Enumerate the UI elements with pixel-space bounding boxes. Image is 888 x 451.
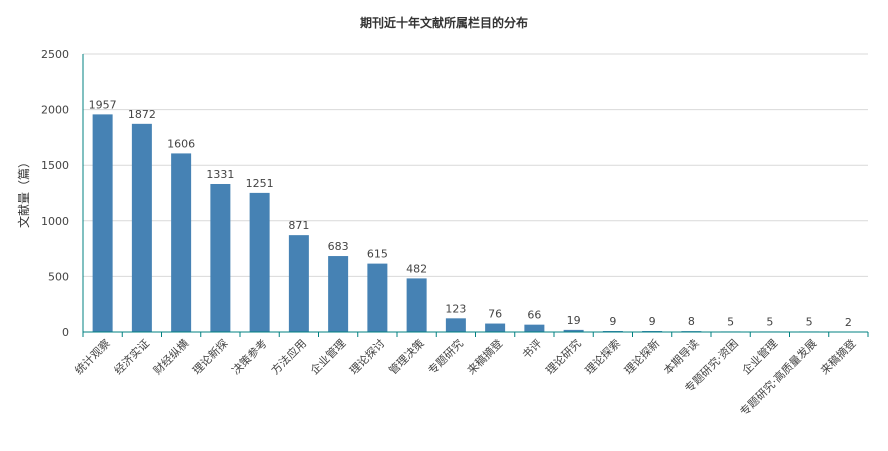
bar-11: [524, 324, 545, 332]
x-tick-label-10: 来稿摘登: [464, 336, 505, 377]
data-label-8: 482: [406, 262, 427, 275]
y-axis-label: 文献量（篇）: [16, 156, 31, 228]
data-label-9: 123: [445, 302, 466, 315]
bar-13: [602, 330, 623, 332]
bar-12: [563, 329, 584, 332]
x-tick-label-2: 财经纵横: [150, 336, 191, 377]
bar-6: [328, 256, 349, 332]
grid-layer: [83, 53, 868, 277]
data-label-0: 1957: [89, 98, 117, 111]
bar-8: [406, 278, 427, 332]
data-label-19: 2: [845, 316, 852, 329]
data-label-7: 615: [367, 248, 388, 261]
bar-9: [445, 318, 466, 332]
x-tick-label-17: 企业管理: [739, 336, 780, 377]
x-tick-label-5: 方法应用: [268, 336, 309, 377]
chart-title: 期刊近十年文献所属栏目的分布: [360, 15, 528, 30]
bar-10: [485, 323, 506, 332]
bar-4: [249, 192, 270, 332]
x-tick-label-11: 书评: [520, 337, 545, 362]
data-label-15: 8: [688, 315, 695, 328]
x-tick-label-13: 理论探索: [582, 336, 623, 377]
x-tick-label-8: 管理决策: [386, 336, 427, 377]
x-tick-label-18: 专题研究·高质量发展: [737, 336, 819, 418]
data-label-10: 76: [488, 308, 502, 321]
data-label-12: 19: [567, 314, 581, 327]
data-label-16: 5: [727, 315, 734, 328]
data-label-11: 66: [527, 309, 541, 322]
x-tick-label-6: 企业管理: [307, 336, 348, 377]
bar-14: [642, 330, 663, 332]
y-tick-label-4: 2000: [41, 104, 69, 117]
x-tick-label-14: 理论探新: [621, 336, 662, 377]
bar-1: [131, 123, 152, 332]
y-tick-label-3: 1500: [41, 159, 69, 172]
x-tick-label-4: 决策参考: [229, 336, 270, 377]
x-tick-label-7: 理论探讨: [346, 336, 387, 377]
y-tick-label-5: 2500: [41, 48, 69, 61]
x-tick-label-9: 专题研究: [425, 336, 466, 377]
label-layer: 0 500 1000 1500 2000 2500 1957 统计观察 1872 经济实证 1606…: [41, 48, 858, 419]
data-label-13: 9: [609, 315, 616, 328]
data-label-14: 9: [649, 315, 656, 328]
x-tick-label-1: 经济实证: [111, 336, 152, 377]
x-tick-label-0: 统计观察: [72, 336, 113, 377]
data-label-3: 1331: [206, 168, 234, 181]
data-label-5: 871: [288, 219, 309, 232]
data-label-2: 1606: [167, 137, 195, 150]
bar-0: [92, 114, 113, 333]
x-tick-label-3: 理论新探: [189, 336, 230, 377]
bar-5: [288, 235, 309, 332]
x-tick-label-15: 本期导读: [660, 336, 701, 377]
y-tick-label-2: 1000: [41, 215, 69, 228]
data-label-6: 683: [328, 240, 349, 253]
bar-2: [171, 153, 192, 332]
data-label-4: 1251: [246, 177, 274, 190]
x-tick-label-19: 来稿摘登: [817, 336, 858, 377]
x-tick-label-12: 理论研究: [543, 336, 584, 377]
data-label-17: 5: [766, 315, 773, 328]
bar-3: [210, 183, 231, 332]
axis-layer: [82, 54, 869, 337]
data-label-1: 1872: [128, 108, 156, 121]
y-tick-label-0: 0: [62, 326, 69, 339]
data-label-18: 5: [806, 315, 813, 328]
y-tick-label-1: 500: [48, 270, 69, 283]
bar-7: [367, 263, 388, 332]
bar-layer: [92, 114, 859, 333]
